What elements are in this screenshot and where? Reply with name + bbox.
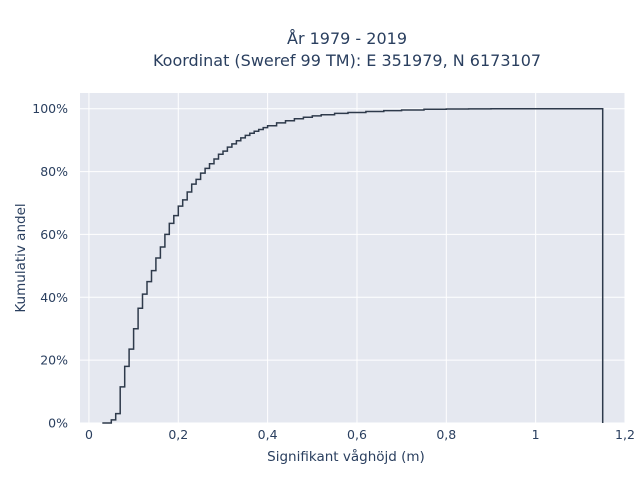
x-tick-label: 0,6: [347, 427, 367, 442]
x-tick-label: 0,8: [436, 427, 456, 442]
chart-title: År 1979 - 2019: [287, 29, 407, 48]
y-tick-label: 60%: [40, 227, 68, 242]
y-tick-label: 40%: [40, 290, 68, 305]
x-tick-label: 1: [532, 427, 540, 442]
x-tick-label: 0,2: [168, 427, 188, 442]
y-tick-label: 20%: [40, 353, 68, 368]
y-tick-label: 100%: [32, 101, 68, 116]
x-tick-label: 0: [85, 427, 93, 442]
y-tick-label: 80%: [40, 164, 68, 179]
x-axis-title: Signifikant våghöjd (m): [267, 448, 425, 465]
x-tick-label: 1,2: [615, 427, 635, 442]
plot-area: [80, 93, 625, 423]
series-lines: [102, 107, 604, 424]
x-tick-label: 0,4: [258, 427, 278, 442]
cdf-step-line: [102, 107, 604, 424]
tick-labels: 0 0,2 0,4 0,6 0,8 1 1,2 0% 20% 40% 60% 80% 100%: [32, 101, 635, 442]
chart-subtitle: Koordinat (Sweref 99 TM): E 351979, N 61…: [153, 51, 541, 70]
y-axis-title: Kumulativ andel: [13, 203, 29, 312]
y-tick-label: 0%: [48, 416, 68, 431]
